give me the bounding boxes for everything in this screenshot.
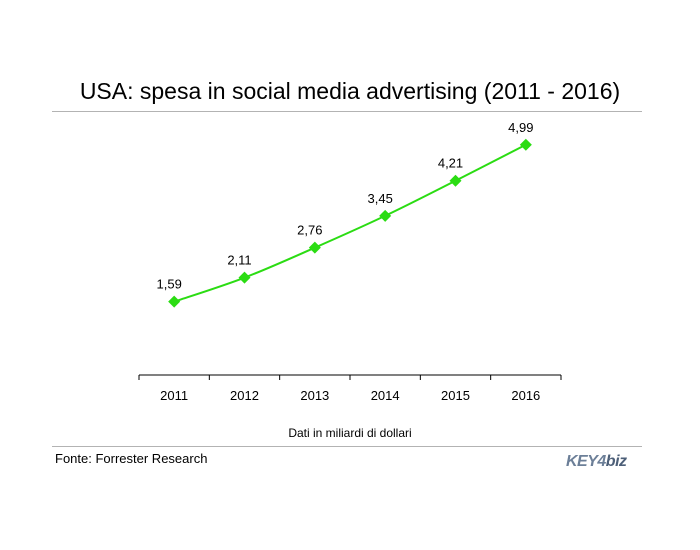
x-tick-label: 2013	[300, 388, 329, 403]
title-divider	[52, 111, 642, 112]
key4biz-logo: KEY4biz	[566, 451, 627, 473]
logo-key4: KEY4	[566, 453, 606, 470]
data-point-marker	[238, 271, 251, 284]
chart-title: USA: spesa in social media advertising (…	[79, 78, 621, 104]
data-label: 2,76	[297, 223, 322, 238]
data-point-marker	[308, 241, 321, 254]
x-tick-label: 2015	[441, 388, 470, 403]
logo-biz: biz	[605, 453, 627, 470]
data-label: 4,21	[438, 156, 463, 171]
data-point-marker	[519, 138, 532, 151]
data-label: 2,11	[227, 253, 251, 268]
data-label: 4,99	[508, 120, 533, 135]
source-label: Fonte: Forrester Research	[55, 451, 208, 466]
footer-divider	[52, 446, 642, 447]
x-tick-label: 2012	[230, 388, 259, 403]
data-label: 3,45	[368, 191, 393, 206]
line-chart: 2011 2012 2013 2014 2015 2016 1,59 2,11 2,76 3,45…	[138, 120, 562, 403]
x-tick-label: 2014	[371, 388, 400, 403]
x-tick-label: 2011	[160, 388, 188, 403]
data-point-marker	[168, 295, 181, 308]
data-label: 1,59	[157, 277, 182, 292]
data-point-marker	[449, 174, 462, 187]
data-point-marker	[379, 209, 392, 222]
x-tick-label: 2016	[511, 388, 540, 403]
series-line	[173, 143, 527, 303]
units-note: Dati in miliardi di dollari	[288, 426, 412, 440]
